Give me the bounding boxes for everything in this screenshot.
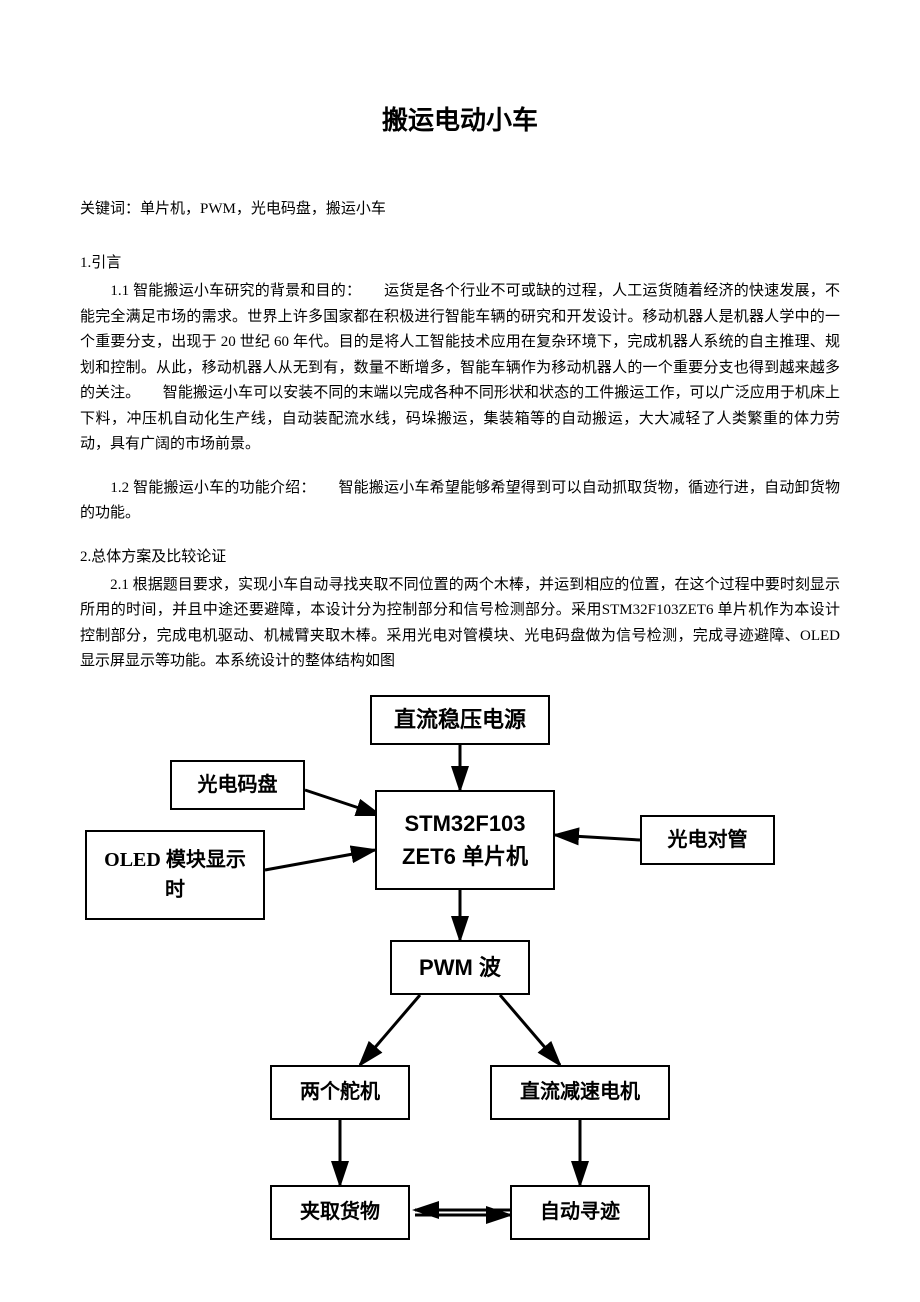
node-grab: 夹取货物 bbox=[270, 1185, 410, 1240]
node-track: 自动寻迹 bbox=[510, 1185, 650, 1240]
node-power: 直流稳压电源 bbox=[370, 695, 550, 745]
node-encoder: 光电码盘 bbox=[170, 760, 305, 810]
section2-p1: 2.1 根据题目要求，实现小车自动寻找夹取不同位置的两个木棒，并运到相应的位置，… bbox=[80, 573, 840, 675]
section2-p1-subheading: 2.1 根据题目要求， bbox=[80, 577, 238, 593]
keywords-line: 关键词：单片机，PWM，光电码盘，搬运小车 bbox=[80, 197, 840, 221]
section1-p2-subheading: 1.2 智能搬运小车的功能介绍： bbox=[80, 480, 338, 496]
node-mcu: STM32F103 ZET6 单片机 bbox=[375, 790, 555, 890]
system-diagram: 直流稳压电源 光电码盘 OLED 模块显示时 STM32F103 ZET6 单片… bbox=[80, 695, 840, 1275]
section2-heading: 2.总体方案及比较论证 bbox=[80, 545, 840, 569]
node-photo: 光电对管 bbox=[640, 815, 775, 865]
section1-heading: 1.引言 bbox=[80, 251, 840, 275]
section1-p1-subheading: 1.1 智能搬运小车研究的背景和目的： bbox=[80, 283, 384, 299]
section1-p2: 1.2 智能搬运小车的功能介绍： 智能搬运小车希望能够希望得到可以自动抓取货物，… bbox=[80, 476, 840, 527]
node-dcmotor: 直流减速电机 bbox=[490, 1065, 670, 1120]
page-title: 搬运电动小车 bbox=[80, 100, 840, 137]
node-servo: 两个舵机 bbox=[270, 1065, 410, 1120]
section1-p1: 1.1 智能搬运小车研究的背景和目的： 运货是各个行业不可或缺的过程，人工运货随… bbox=[80, 279, 840, 458]
section1-p1-body: 运货是各个行业不可或缺的过程，人工运货随着经济的快速发展，不能完全满足市场的需求… bbox=[80, 283, 840, 452]
node-pwm: PWM 波 bbox=[390, 940, 530, 995]
node-oled: OLED 模块显示时 bbox=[85, 830, 265, 920]
